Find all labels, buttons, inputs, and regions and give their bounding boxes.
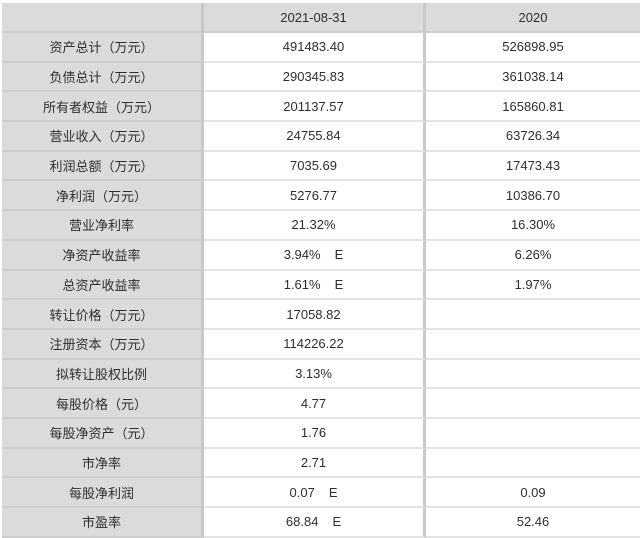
row-label: 转让价格（万元）: [2, 300, 204, 330]
value-cell-2021-08-31: 68.84 E: [204, 508, 426, 538]
row-label: 资产总计（万元）: [2, 33, 204, 63]
value-cell-2020: [426, 329, 640, 360]
value-cell-2020: [426, 448, 640, 479]
value-cell-2021-08-31: 1.61% E: [204, 270, 426, 301]
value-cell-2021-08-31: 114226.22: [204, 329, 426, 360]
value-cell-2021-08-31: 17058.82: [204, 300, 426, 330]
value-text: 1.61%: [283, 276, 321, 292]
table-row: 注册资本（万元） 114226.22: [2, 329, 640, 360]
row-label: 每股净利润: [2, 478, 204, 508]
value-text: 4.77: [300, 395, 327, 411]
financial-comparison-table: 2021-08-31 2020 资产总计（万元） 491483.40 526898.…: [2, 3, 640, 538]
row-label: 营业净利率: [2, 211, 204, 241]
estimate-flag: E: [332, 514, 342, 530]
table-row: 营业净利率 21.32% 16.30%: [2, 211, 640, 241]
estimate-flag: E: [334, 276, 344, 292]
value-text: 3.13%: [295, 365, 332, 381]
estimate-flag: E: [328, 484, 338, 500]
value-text: 3.94%: [283, 247, 321, 263]
value-text: 201137.57: [283, 98, 344, 114]
value-text: 114226.22: [283, 336, 344, 352]
row-label: 注册资本（万元）: [2, 329, 204, 360]
row-label: 净资产收益率: [2, 240, 204, 271]
table-row: 利润总额（万元） 7035.69 17473.43: [2, 151, 640, 182]
value-text: 5276.77: [290, 187, 337, 203]
value-text: 290345.83: [282, 69, 345, 85]
table-row: 每股净资产（元） 1.76: [2, 418, 640, 449]
value-cell-2020: [426, 389, 640, 419]
value-cell-2020: 0.09: [426, 478, 640, 508]
value-text: 1.76: [300, 425, 327, 441]
row-label: 负债总计（万元）: [2, 62, 204, 93]
value-cell-2020: 1.97%: [426, 270, 640, 301]
value-cell-2021-08-31: 3.13%: [204, 359, 426, 390]
value-cell-2020: 361038.14: [426, 62, 640, 93]
value-text: 0.07: [289, 484, 315, 500]
table-row: 拟转让股权比例 3.13%: [2, 359, 640, 390]
value-cell-2021-08-31: 201137.57: [204, 92, 426, 123]
table-row: 每股净利润 0.07 E 0.09: [2, 478, 640, 508]
value-cell-2021-08-31: 5276.77: [204, 181, 426, 212]
value-cell-2020: [426, 359, 640, 390]
row-label: 每股净资产（元）: [2, 418, 204, 449]
table-row: 市净率 2.71: [2, 448, 640, 479]
value-cell-2020: 63726.34: [426, 122, 640, 152]
table-row: 市盈率 68.84 E 52.46: [2, 508, 640, 538]
header-cell-blank: [2, 3, 204, 33]
table-row: 资产总计（万元） 491483.40 526898.95: [2, 33, 640, 63]
row-label: 营业收入（万元）: [2, 122, 204, 152]
row-label: 所有者权益（万元）: [2, 92, 204, 123]
table-body: 资产总计（万元） 491483.40 526898.95 负债总计（万元） 290345…: [2, 33, 640, 538]
table-row: 总资产收益率 1.61% E 1.97%: [2, 270, 640, 301]
row-label: 市盈率: [2, 508, 204, 538]
value-cell-2020: 526898.95: [426, 33, 640, 63]
row-label: 利润总额（万元）: [2, 151, 204, 182]
value-cell-2021-08-31: 2.71: [204, 448, 426, 479]
value-cell-2021-08-31: 7035.69: [204, 151, 426, 182]
table-header-row: 2021-08-31 2020: [2, 3, 640, 33]
value-cell-2020: 6.26%: [426, 240, 640, 271]
value-cell-2021-08-31: 290345.83: [204, 62, 426, 93]
value-cell-2021-08-31: 491483.40: [204, 33, 426, 63]
table-row: 每股价格（元） 4.77: [2, 389, 640, 419]
value-cell-2021-08-31: 4.77: [204, 389, 426, 419]
table-row: 净利润（万元） 5276.77 10386.70: [2, 181, 640, 212]
table-row: 负债总计（万元） 290345.83 361038.14: [2, 62, 640, 93]
value-cell-2020: 17473.43: [426, 151, 640, 182]
value-cell-2020: [426, 418, 640, 449]
value-cell-2021-08-31: 0.07 E: [204, 478, 426, 508]
row-label: 净利润（万元）: [2, 181, 204, 212]
header-cell-2020: 2020: [426, 3, 640, 33]
header-cell-2021-08-31: 2021-08-31: [204, 3, 426, 33]
value-text: 24755.84: [286, 128, 341, 144]
value-cell-2020: 10386.70: [426, 181, 640, 212]
value-cell-2020: 52.46: [426, 508, 640, 538]
value-cell-2020: [426, 300, 640, 330]
value-text: 2.71: [300, 454, 327, 470]
row-label: 市净率: [2, 448, 204, 479]
value-cell-2021-08-31: 3.94% E: [204, 240, 426, 271]
table-row: 所有者权益（万元） 201137.57 165860.81: [2, 92, 640, 123]
value-cell-2020: 165860.81: [426, 92, 640, 123]
value-text: 68.84: [285, 514, 319, 530]
value-text: 7035.69: [290, 158, 337, 174]
value-cell-2021-08-31: 21.32%: [204, 211, 426, 241]
value-cell-2021-08-31: 1.76: [204, 418, 426, 449]
row-label: 拟转让股权比例: [2, 359, 204, 390]
table-row: 净资产收益率 3.94% E 6.26%: [2, 240, 640, 271]
value-text: 17058.82: [286, 306, 341, 322]
row-label: 总资产收益率: [2, 270, 204, 301]
table-row: 转让价格（万元） 17058.82: [2, 300, 640, 330]
row-label: 每股价格（元）: [2, 389, 204, 419]
table-row: 营业收入（万元） 24755.84 63726.34: [2, 122, 640, 152]
value-cell-2021-08-31: 24755.84: [204, 122, 426, 152]
value-text: 491483.40: [282, 39, 345, 55]
value-text: 21.32%: [291, 217, 336, 233]
value-cell-2020: 16.30%: [426, 211, 640, 241]
estimate-flag: E: [334, 247, 344, 263]
